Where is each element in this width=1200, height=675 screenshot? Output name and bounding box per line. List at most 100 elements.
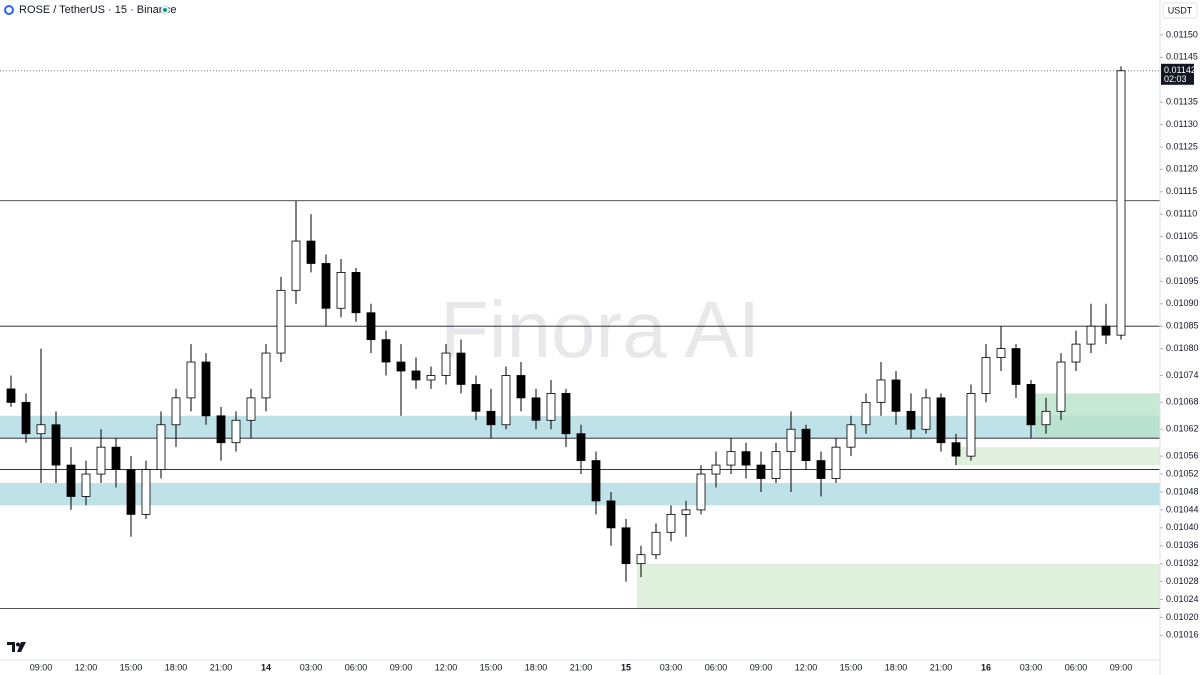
y-tick-label: 0.01115 bbox=[1166, 186, 1197, 196]
candle-body bbox=[336, 272, 346, 309]
candle-body bbox=[996, 348, 1006, 358]
x-tick-label: 09:00 bbox=[390, 662, 413, 672]
zones bbox=[0, 393, 1160, 609]
x-tick-label: 12:00 bbox=[435, 662, 458, 672]
y-tick-label: 0.01044 bbox=[1166, 504, 1199, 514]
candle-body bbox=[246, 397, 256, 421]
candle-body bbox=[1011, 348, 1021, 385]
candle-body bbox=[591, 460, 601, 502]
candle-body bbox=[81, 473, 91, 497]
y-tick-label: 0.01074 bbox=[1166, 370, 1199, 380]
x-tick-label: 15 bbox=[621, 662, 631, 672]
y-tick-label: 0.01120 bbox=[1166, 164, 1198, 174]
y-tick-label: 0.01090 bbox=[1166, 298, 1199, 308]
y-tick-label: 0.01052 bbox=[1166, 468, 1199, 478]
y-tick-label: 0.01056 bbox=[1166, 451, 1199, 461]
last-price-label: 0.01142 bbox=[1164, 65, 1196, 75]
x-tick-label: 15:00 bbox=[840, 662, 863, 672]
candle-body bbox=[36, 424, 46, 435]
candle-body bbox=[576, 433, 586, 462]
candle-body bbox=[1026, 384, 1036, 426]
y-tick-label: 0.01125 bbox=[1166, 141, 1198, 151]
candle-body bbox=[651, 531, 661, 556]
watermark: Finora AI bbox=[440, 285, 760, 374]
zone bbox=[955, 447, 1160, 466]
y-tick-label: 0.01080 bbox=[1166, 343, 1199, 353]
candle-body bbox=[846, 424, 856, 448]
candle-body bbox=[516, 375, 526, 399]
candle-body bbox=[201, 361, 211, 417]
candle-body bbox=[156, 424, 166, 470]
candle-body bbox=[1041, 410, 1051, 426]
candle-body bbox=[606, 500, 616, 529]
x-tick-label: 12:00 bbox=[75, 662, 98, 672]
candle-body bbox=[291, 240, 301, 291]
candle-body bbox=[966, 393, 976, 457]
candle-body bbox=[771, 451, 781, 479]
countdown: 02:03 bbox=[1164, 74, 1187, 84]
x-tick-label: 15:00 bbox=[480, 662, 503, 672]
candle-body bbox=[936, 397, 946, 444]
candle-body bbox=[546, 393, 556, 421]
candle-body bbox=[741, 451, 751, 466]
candle-body bbox=[186, 361, 196, 399]
candle-body bbox=[951, 442, 961, 457]
x-tick-label: 16 bbox=[981, 662, 991, 672]
y-tick-label: 0.01110 bbox=[1166, 209, 1197, 219]
candle-body bbox=[711, 464, 721, 475]
x-tick-label: 06:00 bbox=[345, 662, 368, 672]
candle-body bbox=[981, 357, 991, 394]
candle-body bbox=[876, 379, 886, 403]
candle-body bbox=[486, 410, 496, 426]
x-tick-label: 09:00 bbox=[1110, 662, 1133, 672]
axes: 0.01150 0.01145 0.01135 0.01130 0.01125 0.011… bbox=[30, 29, 1199, 672]
candle-body bbox=[411, 370, 421, 381]
y-tick-label: 0.01032 bbox=[1166, 558, 1199, 568]
candle-body bbox=[786, 428, 796, 453]
x-tick-label: 18:00 bbox=[525, 662, 548, 672]
symbol-icon bbox=[4, 5, 14, 15]
x-tick-label: 18:00 bbox=[165, 662, 188, 672]
currency-box[interactable] bbox=[1162, 2, 1198, 19]
candle-body bbox=[831, 446, 841, 479]
candle-body bbox=[171, 397, 181, 426]
candle-body bbox=[1086, 325, 1096, 345]
x-tick-label: 06:00 bbox=[1065, 662, 1088, 672]
candle-body bbox=[111, 446, 121, 470]
candle-body bbox=[381, 339, 391, 363]
x-tick-label: 21:00 bbox=[570, 662, 593, 672]
candle-body bbox=[471, 384, 481, 412]
y-tick-label: 0.01016 bbox=[1166, 630, 1199, 640]
candle-body bbox=[96, 446, 106, 475]
y-tick-label: 0.01135 bbox=[1166, 97, 1198, 107]
candle-body bbox=[501, 375, 511, 426]
candle-body bbox=[696, 473, 706, 511]
candle-body bbox=[861, 401, 871, 426]
y-tick-label: 0.01036 bbox=[1166, 540, 1199, 550]
candle-body bbox=[441, 352, 451, 376]
x-tick-label: 03:00 bbox=[300, 662, 323, 672]
currency[interactable]: USDT bbox=[1168, 5, 1193, 15]
y-tick-label: 0.01150 bbox=[1166, 29, 1198, 39]
candle-body bbox=[396, 361, 406, 372]
candle-body bbox=[531, 397, 541, 421]
y-tick-label: 0.01130 bbox=[1166, 119, 1198, 129]
y-tick-label: 0.01040 bbox=[1166, 522, 1199, 532]
y-tick-label: 0.01095 bbox=[1166, 276, 1199, 286]
y-tick-label: 0.01100 bbox=[1166, 253, 1198, 263]
y-tick-label: 0.01020 bbox=[1166, 612, 1199, 622]
zone bbox=[637, 563, 1160, 609]
candle-body bbox=[126, 469, 136, 515]
candle-body bbox=[726, 451, 736, 466]
candle-body bbox=[1116, 70, 1126, 336]
logo-part bbox=[7, 642, 15, 652]
y-tick-label: 0.01024 bbox=[1166, 594, 1199, 604]
candle-body bbox=[1056, 361, 1066, 412]
candle-body bbox=[21, 401, 31, 435]
candle-body bbox=[51, 424, 61, 466]
x-tick-label: 03:00 bbox=[1020, 662, 1043, 672]
x-tick-label: 21:00 bbox=[930, 662, 953, 672]
last-price-box bbox=[1161, 63, 1194, 85]
